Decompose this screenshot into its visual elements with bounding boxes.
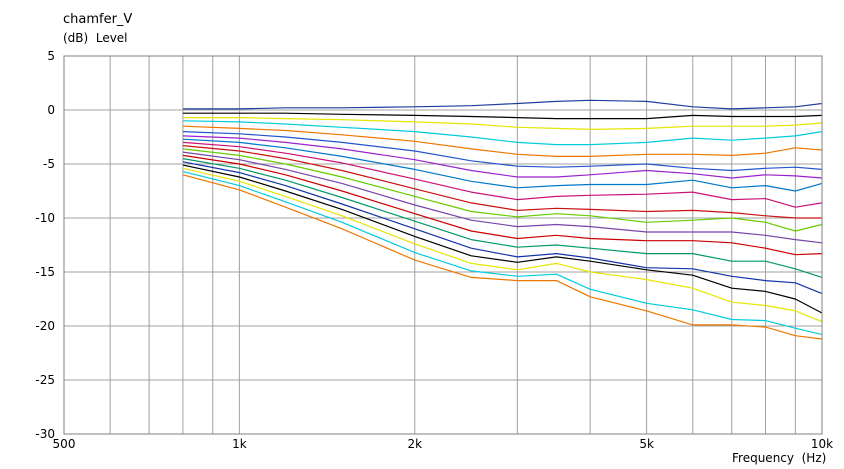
- x-tick-label: 1k: [232, 437, 247, 451]
- series-line-6: [182, 131, 823, 172]
- series-line-18: [182, 171, 823, 336]
- series-line-13: [182, 154, 823, 256]
- plot-frame: [63, 55, 823, 435]
- series-line-7: [182, 135, 823, 179]
- x-tick-label: 5k: [639, 437, 654, 451]
- series-layer: [182, 99, 823, 340]
- series-line-14: [182, 158, 823, 278]
- series-line-2: [182, 112, 823, 120]
- grid: [64, 56, 822, 434]
- y-tick-label: -25: [35, 373, 55, 387]
- series-line-5: [182, 125, 823, 157]
- x-tick-label: 500: [53, 437, 76, 451]
- series-line-10: [182, 145, 822, 219]
- series-line-12: [182, 151, 823, 244]
- y-tick-label: -10: [35, 211, 55, 225]
- series-line-15: [182, 161, 823, 295]
- y-tick-label: 5: [47, 49, 55, 63]
- series-line-19: [182, 174, 823, 340]
- series-line-8: [182, 138, 823, 192]
- y-tick-label: 0: [47, 103, 55, 117]
- chart-title: chamfer_V: [63, 12, 133, 27]
- y-axis-unit-label: (dB) Level: [63, 31, 128, 45]
- x-tick-label: 10k: [811, 437, 833, 451]
- series-line-11: [182, 148, 823, 232]
- plot-area: [64, 56, 822, 434]
- x-tick-label: 2k: [407, 437, 422, 451]
- series-line-4: [182, 120, 823, 146]
- y-tick-label: -30: [35, 427, 55, 441]
- series-line-1: [182, 99, 823, 110]
- x-axis-label: Frequency (Hz): [732, 451, 827, 465]
- y-tick-label: -20: [35, 319, 55, 333]
- series-line-17: [182, 167, 823, 323]
- y-tick-label: -15: [35, 265, 55, 279]
- y-tick-label: -5: [43, 157, 55, 171]
- series-line-9: [182, 141, 823, 208]
- series-line-16: [182, 164, 823, 314]
- series-line-3: [182, 116, 823, 130]
